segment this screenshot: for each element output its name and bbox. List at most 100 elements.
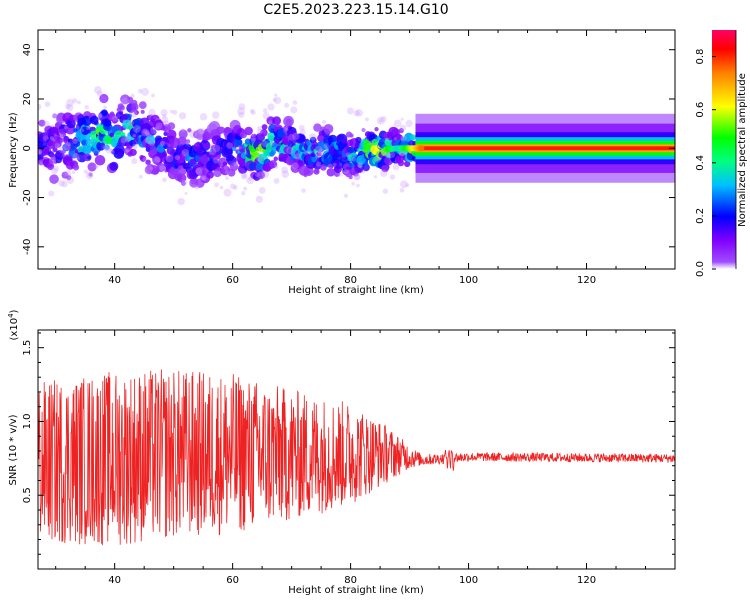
spectral-cell: [154, 156, 161, 163]
spectral-cell: [242, 173, 247, 179]
spectral-cell: [156, 144, 166, 153]
spectral-cell: [313, 123, 322, 132]
spectral-cell: [181, 179, 188, 186]
spectral-cell: [141, 128, 150, 137]
spectral-cell: [281, 166, 289, 174]
snr-multiplier: (x104): [7, 309, 20, 340]
spectral-cell: [374, 156, 381, 163]
spectral-cell: [195, 166, 205, 176]
spectral-cell: [150, 126, 158, 135]
spectral-cell: [237, 107, 246, 116]
spectral-cell: [100, 95, 108, 104]
spectral-cell: [50, 127, 60, 136]
spectral-cell: [129, 148, 137, 156]
spectral-cell: [113, 117, 119, 123]
spectral-cell: [97, 112, 103, 118]
spectral-cell: [169, 109, 174, 114]
x-tick-label: 40: [108, 275, 121, 286]
spectral-cell: [251, 134, 255, 138]
spectral-cell: [200, 175, 206, 181]
spectral-cell: [316, 151, 322, 157]
spectral-cell: [292, 132, 300, 141]
snr-frame: [37, 329, 676, 570]
spectral-cell: [139, 155, 147, 162]
spectral-cell: [52, 113, 58, 119]
spectral-cell: [151, 93, 155, 98]
spectral-cell: [397, 160, 405, 167]
spectral-cell: [349, 133, 354, 138]
spectral-cell: [272, 97, 277, 102]
spectral-cell: [138, 174, 143, 179]
spectral-cell: [66, 104, 74, 112]
spectral-cell: [405, 183, 410, 188]
spectral-cell: [140, 109, 145, 114]
spectral-cell: [382, 188, 389, 194]
spectral-cell: [361, 169, 366, 174]
spectral-cell: [269, 141, 275, 146]
spectral-cell: [162, 114, 167, 119]
spectral-cell: [80, 126, 90, 135]
spectral-cell: [52, 147, 58, 153]
spectral-cell: [65, 104, 71, 110]
spectral-cell: [250, 133, 258, 141]
spectral-cell: [409, 134, 417, 141]
spectral-cell: [204, 142, 210, 148]
spectral-cell: [399, 187, 405, 193]
spectral-cell: [327, 163, 333, 169]
x-tick-label: 80: [344, 575, 357, 586]
spectral-cell: [380, 116, 387, 122]
spectral-cell: [74, 140, 81, 147]
spectral-cell: [398, 127, 404, 134]
spectral-cell: [274, 93, 278, 97]
spectral-cell: [189, 130, 198, 139]
spectrogram-xlabel: Height of straight line (km): [288, 285, 424, 296]
spectral-cell: [357, 163, 362, 168]
spectral-cell: [316, 161, 322, 167]
spectral-cell: [183, 145, 190, 152]
spectral-cell: [212, 156, 220, 164]
x-tick-label: 120: [577, 575, 596, 586]
spectral-cell: [181, 181, 186, 186]
spectral-cell: [96, 141, 106, 151]
spectral-cell: [104, 144, 110, 151]
spectral-cell: [148, 139, 155, 147]
spectral-cell: [373, 175, 378, 179]
spectral-cell: [257, 125, 262, 131]
spectral-cell: [130, 93, 135, 98]
spectral-cell: [61, 180, 68, 188]
spectral-cell: [131, 143, 138, 150]
spectral-cell: [281, 170, 290, 178]
spectrogram-heatmap: [38, 86, 675, 206]
spectral-cell: [353, 173, 361, 181]
spectral-cell: [53, 165, 60, 172]
spectral-cell: [292, 100, 298, 105]
spectral-cell: [240, 172, 248, 180]
spectral-cell: [244, 126, 253, 136]
spectral-cell: [72, 153, 80, 160]
spectral-cell: [127, 113, 133, 119]
spectral-cell: [343, 193, 349, 198]
spectral-cell: [87, 162, 97, 172]
spectral-cell: [114, 144, 125, 156]
spectral-cell: [83, 169, 88, 174]
spectral-cell: [309, 133, 317, 141]
spectral-cell: [362, 163, 370, 172]
spectral-cell: [313, 168, 320, 175]
spectral-cell: [160, 140, 166, 147]
spectral-cell: [260, 129, 268, 137]
spectral-cell: [184, 191, 188, 195]
spectral-cell: [109, 148, 114, 153]
spectral-cell: [318, 148, 325, 155]
spectrogram-ylabel: Frequency (Hz): [8, 112, 19, 188]
spectral-cell: [64, 169, 72, 177]
spectral-cell: [66, 141, 71, 147]
x-tick-label: 80: [344, 275, 357, 286]
spectral-cell: [220, 165, 231, 176]
spectral-cell: [303, 150, 309, 155]
spectral-cell: [156, 162, 166, 173]
spectral-cell: [256, 155, 263, 163]
spectral-cell: [297, 159, 306, 168]
spectral-cell: [194, 184, 200, 190]
spectral-cell: [400, 180, 408, 189]
snr-panel: 40 60 80 100 120 0.5 1.0 1.5 Height of straight…: [7, 309, 676, 596]
